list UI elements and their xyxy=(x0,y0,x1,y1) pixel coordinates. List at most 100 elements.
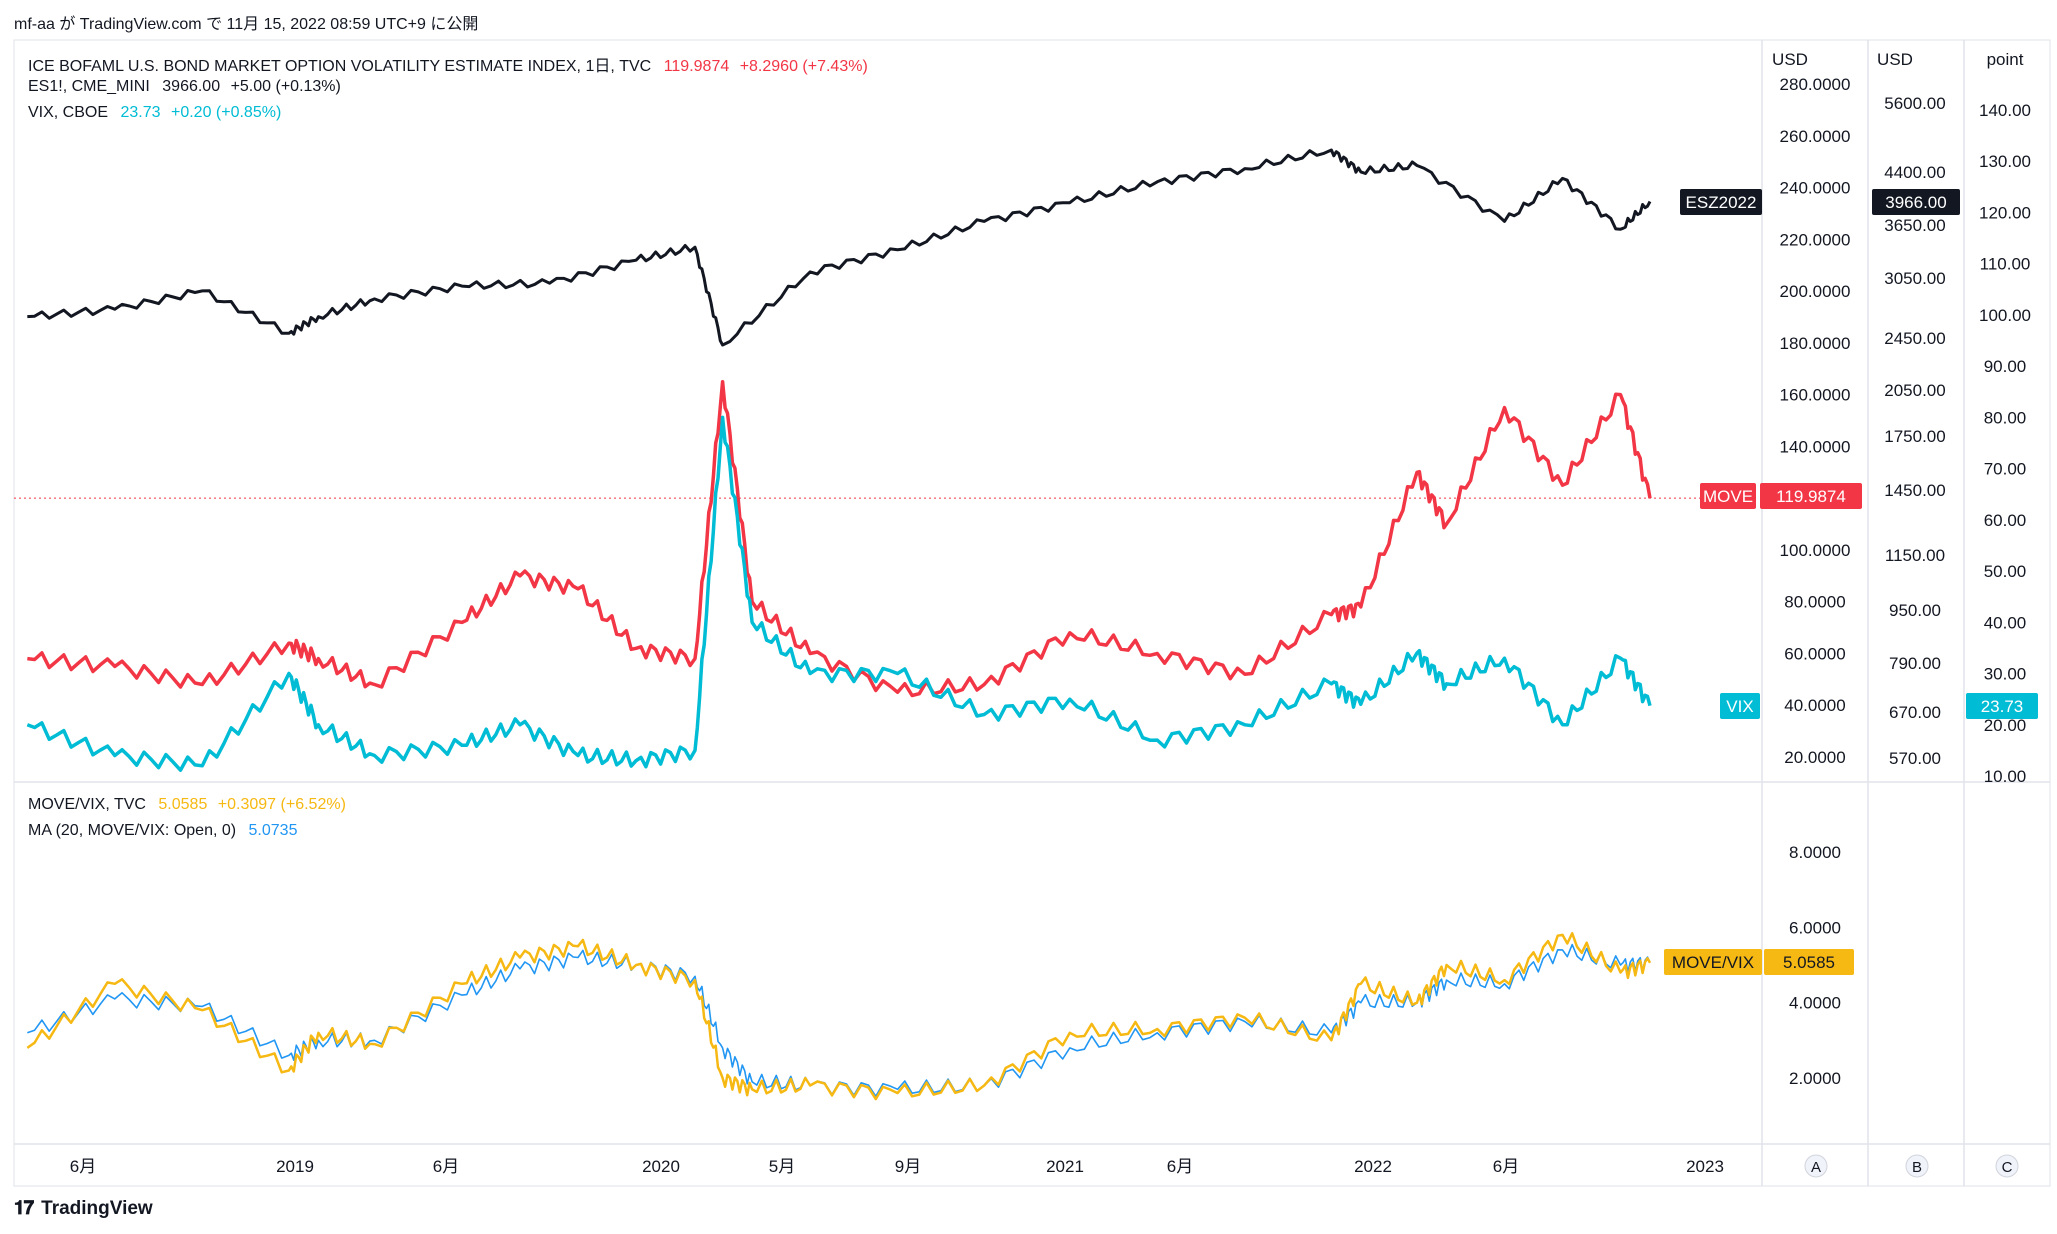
time-axis-label: 2019 xyxy=(276,1157,314,1176)
ratio-value-tag: 5.0585 xyxy=(1783,953,1835,972)
legend-vix-value: 23.73 xyxy=(120,104,161,121)
es-tick-label: 1450.00 xyxy=(1884,481,1945,500)
outer-border xyxy=(13,39,2051,1187)
es-tick-label: 3050.00 xyxy=(1884,269,1945,288)
legend-move-name: ICE BOFAML U.S. BOND MARKET OPTION VOLAT… xyxy=(28,58,652,75)
legend-vix-change: +0.20 (+0.85%) xyxy=(170,104,282,121)
vix-tick-label: 110.00 xyxy=(1980,255,2031,274)
tradingview-logo[interactable]: 𝟏𝟕 TradingView xyxy=(14,1198,153,1220)
ratio-symbol-tag: MOVE/VIX xyxy=(1672,953,1754,972)
scale-button-B[interactable]: B xyxy=(1905,1154,1929,1178)
vix-tick-label: 10.00 xyxy=(1984,767,2027,786)
legend-ma-name: MA (20, MOVE/VIX: Open, 0) xyxy=(28,822,237,839)
legend-move-change: +8.2960 (+7.43%) xyxy=(739,58,868,75)
es-tick-label: 570.00 xyxy=(1889,749,1941,768)
time-axis-label: 5月 xyxy=(769,1157,795,1176)
vix-tick-label: 50.00 xyxy=(1984,562,2027,581)
time-axis-label: 6月 xyxy=(70,1157,96,1176)
vix-axis-unit: point xyxy=(1987,50,2024,69)
time-axis-label: 6月 xyxy=(1167,1157,1193,1176)
vix-value-tag-bg xyxy=(1966,693,2038,719)
scale-button-circle xyxy=(1995,1154,2019,1178)
ratio-tick-label: 4.0000 xyxy=(1789,994,1841,1013)
tv-logo-icon: 𝟏𝟕 xyxy=(14,1198,34,1219)
move-tick-label: 140.0000 xyxy=(1780,437,1851,456)
vix-value-tag: 23.73 xyxy=(1981,697,2024,716)
move-tick-label: 60.0000 xyxy=(1784,644,1845,663)
legend-ratio-name: MOVE/VIX, TVC xyxy=(28,796,146,813)
es-tick-label: 670.00 xyxy=(1889,703,1941,722)
move-symbol-tag-bg xyxy=(1700,483,1756,509)
time-axis-label: 2023 xyxy=(1686,1157,1724,1176)
es-tick-label: 790.00 xyxy=(1889,654,1941,673)
es-axis-unit: USD xyxy=(1877,50,1913,69)
series-ratio xyxy=(26,932,1652,1101)
vix-symbol-tag-bg xyxy=(1720,693,1760,719)
es-tick-label: 3650.00 xyxy=(1884,216,1945,235)
vix-tick-label: 130.00 xyxy=(1979,152,2031,171)
vix-tick-label: 60.00 xyxy=(1984,511,2027,530)
time-axis-label: 2022 xyxy=(1354,1157,1392,1176)
scale-button-C[interactable]: C xyxy=(1995,1154,2019,1178)
price-tags: ESZ2022 3966.00 MOVE 119.9874 VIX 23.73 MOVE/V… xyxy=(1664,189,2038,975)
ratio-tick-label: 6.0000 xyxy=(1789,918,1841,937)
es-tick-label: 5600.00 xyxy=(1884,94,1945,113)
series-lines xyxy=(26,148,1652,1101)
ratio-tick-label: 8.0000 xyxy=(1789,843,1841,862)
time-axis-label: 9月 xyxy=(895,1157,921,1176)
legend-ratio[interactable]: MOVE/VIX, TVC 5.0585 +0.3097 (+6.52%) xyxy=(28,796,346,814)
es-tick-label: 950.00 xyxy=(1889,601,1941,620)
move-tick-label: 240.0000 xyxy=(1780,179,1851,198)
vix-tick-label: 90.00 xyxy=(1984,357,2027,376)
legend-ma-value: 5.0735 xyxy=(248,822,298,839)
legend-move-value: 119.9874 xyxy=(663,58,730,75)
ratio-symbol-tag-bg xyxy=(1664,949,1762,975)
time-axis-label: 6月 xyxy=(433,1157,459,1176)
scale-button-label: B xyxy=(1912,1159,1922,1176)
legend-move[interactable]: ICE BOFAML U.S. BOND MARKET OPTION VOLAT… xyxy=(28,52,868,76)
scale-button-label: C xyxy=(2002,1159,2013,1176)
es-symbol-tag-bg xyxy=(1680,189,1762,215)
move-value-tag-bg xyxy=(1760,483,1862,509)
move-axis-unit: USD xyxy=(1772,50,1808,69)
move-symbol-tag: MOVE xyxy=(1703,487,1753,506)
scale-button-circle xyxy=(1804,1154,1828,1178)
vix-tick-label: 40.00 xyxy=(1984,613,2027,632)
publish-byline: mf-aa が TradingView.com で 11月 15, 2022 0… xyxy=(14,16,479,33)
es-tick-label: 2450.00 xyxy=(1884,329,1945,348)
ratio-value-tag-bg xyxy=(1764,949,1854,975)
vix-tick-label: 70.00 xyxy=(1984,460,2027,479)
legend-ratio-change: +0.3097 (+6.52%) xyxy=(217,796,346,813)
move-value-tag: 119.9874 xyxy=(1776,487,1846,506)
time-axis-label: 2021 xyxy=(1046,1157,1084,1176)
vix-tick-label: 120.00 xyxy=(1979,203,2031,222)
es-tick-label: 1150.00 xyxy=(1885,546,1945,565)
move-tick-label: 40.0000 xyxy=(1784,696,1845,715)
vix-tick-label: 100.00 xyxy=(1979,306,2031,325)
legend-vix-name: VIX, CBOE xyxy=(28,104,109,121)
series-MA xyxy=(27,943,1651,1098)
move-tick-label: 160.0000 xyxy=(1780,386,1851,405)
scale-button-circle xyxy=(1905,1154,1929,1178)
scale-button-A[interactable]: A xyxy=(1804,1154,1828,1178)
tv-logo-text: TradingView xyxy=(41,1198,153,1219)
es-tick-label: 2050.00 xyxy=(1884,381,1945,400)
move-tick-label: 180.0000 xyxy=(1780,334,1851,353)
legend-vix[interactable]: VIX, CBOE 23.73 +0.20 (+0.85%) xyxy=(28,104,281,122)
vix-tick-label: 20.00 xyxy=(1984,716,2027,735)
legend-es-value: 3966.00 xyxy=(162,78,221,95)
move-tick-label: 280.0000 xyxy=(1780,75,1851,94)
series-MOVE xyxy=(27,379,1652,698)
es-tick-label: 4400.00 xyxy=(1884,163,1945,182)
chart-frame xyxy=(13,39,2051,1187)
move-tick-label: 200.0000 xyxy=(1780,282,1851,301)
time-axis-label: 2020 xyxy=(642,1157,680,1176)
legend-es[interactable]: ES1!, CME_MINI 3966.00 +5.00 (+0.13%) xyxy=(28,78,341,96)
axis-labels: USD USD point 280.0000 260.0000 240.0000 220.0… xyxy=(70,50,2031,1178)
legend-ma[interactable]: MA (20, MOVE/VIX: Open, 0) 5.0735 xyxy=(28,822,297,840)
series-ES xyxy=(27,148,1652,347)
es-tick-label: 1750.00 xyxy=(1884,427,1945,446)
ratio-tick-label: 2.0000 xyxy=(1789,1069,1841,1088)
move-tick-label: 100.0000 xyxy=(1780,541,1851,560)
